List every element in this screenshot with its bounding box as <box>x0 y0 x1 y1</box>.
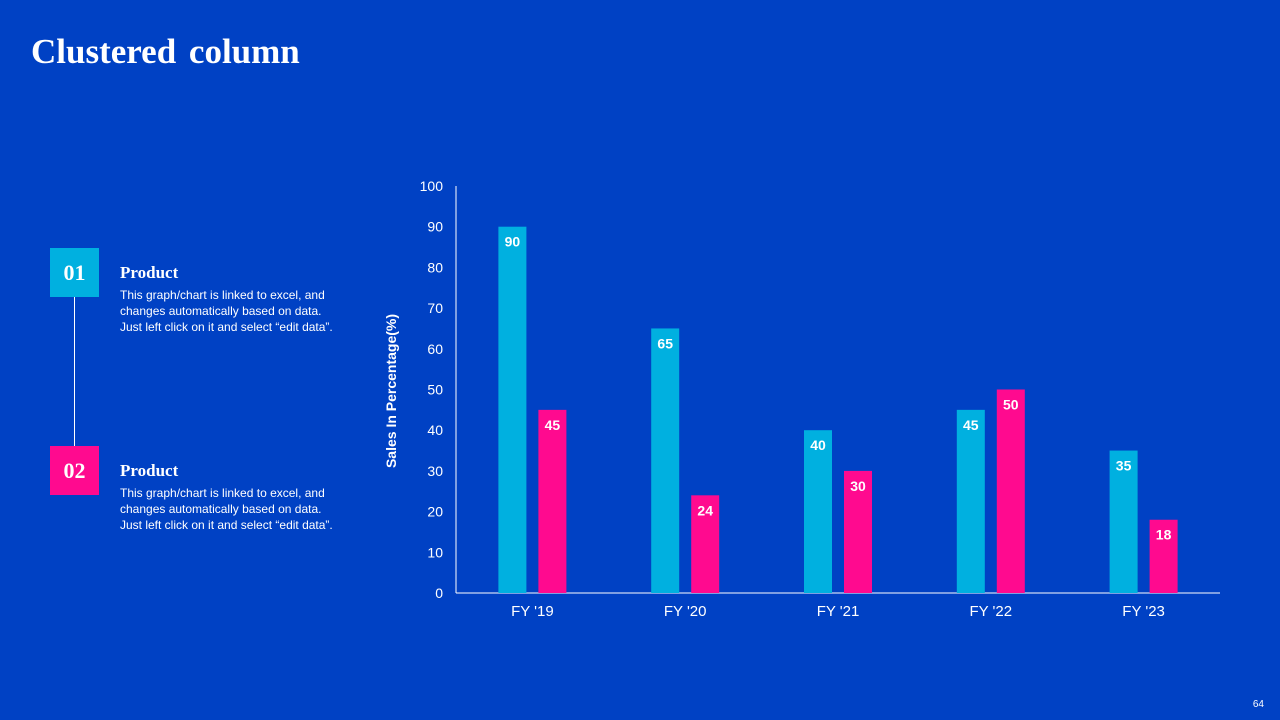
bar <box>956 409 985 593</box>
data-label: 35 <box>1116 458 1132 474</box>
bar <box>1109 450 1138 593</box>
bar <box>804 430 832 593</box>
bar <box>1149 519 1178 593</box>
data-label: 18 <box>1156 527 1172 543</box>
slide-title: Clustered column <box>31 32 300 71</box>
y-tick-label: 50 <box>427 382 443 398</box>
data-label: 40 <box>810 437 826 453</box>
connector-line <box>74 297 75 446</box>
data-label: 30 <box>850 478 866 494</box>
y-tick-label: 20 <box>427 504 443 520</box>
y-tick-label: 40 <box>427 422 443 438</box>
bar <box>844 470 872 593</box>
bar <box>651 328 680 593</box>
y-tick-label: 30 <box>427 463 443 479</box>
x-tick-label: FY '23 <box>1122 603 1165 620</box>
data-label: 24 <box>697 502 713 518</box>
bar <box>691 495 720 593</box>
item-number-badge-2: 02 <box>50 446 99 495</box>
x-tick-label: FY '20 <box>664 603 707 620</box>
y-tick-label: 100 <box>420 178 444 194</box>
y-tick-label: 10 <box>427 544 443 560</box>
bar <box>498 226 527 593</box>
data-label: 90 <box>505 234 521 250</box>
item-description-1: This graph/chart is linked to excel, and… <box>120 288 333 334</box>
x-tick-label: FY '21 <box>817 603 860 620</box>
bar <box>538 409 567 593</box>
item-number-badge-1: 01 <box>50 248 99 297</box>
x-tick-label: FY '19 <box>511 603 554 620</box>
data-label: 45 <box>963 417 979 433</box>
data-label: 65 <box>657 335 673 351</box>
y-tick-label: 70 <box>427 300 443 316</box>
y-tick-label: 60 <box>427 341 443 357</box>
y-tick-label: 80 <box>427 259 443 275</box>
item-heading-2: Product <box>120 461 179 480</box>
bar <box>996 389 1025 593</box>
data-label: 45 <box>545 417 561 433</box>
item-description-2: This graph/chart is linked to excel, and… <box>120 486 333 532</box>
y-tick-label: 0 <box>435 585 443 601</box>
page-number: 64 <box>1252 699 1264 710</box>
item-heading-1: Product <box>120 263 179 282</box>
y-axis-label: Sales In Percentage(%) <box>383 314 399 468</box>
x-tick-label: FY '22 <box>969 603 1012 620</box>
y-tick-label: 90 <box>427 219 443 235</box>
data-label: 50 <box>1003 397 1019 413</box>
